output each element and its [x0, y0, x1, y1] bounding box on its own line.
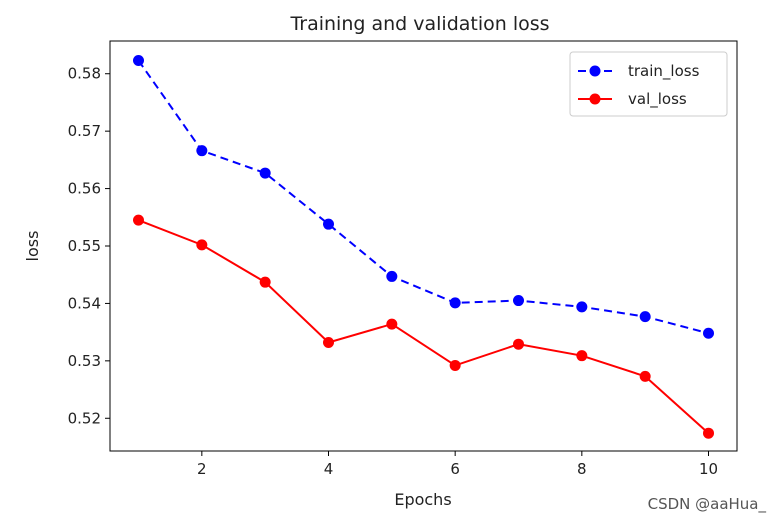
y-tick-label: 0.53 [68, 352, 101, 370]
data-point-val_loss [259, 276, 271, 288]
y-tick-label: 0.52 [68, 409, 101, 427]
legend-marker-train_loss [589, 65, 601, 77]
data-point-val_loss [196, 239, 208, 251]
y-tick-label: 0.57 [68, 122, 101, 140]
data-point-train_loss [576, 301, 588, 313]
legend-label-train_loss: train_loss [628, 62, 700, 81]
data-point-val_loss [386, 318, 398, 330]
x-tick-label: 6 [450, 460, 460, 478]
data-point-train_loss [703, 327, 714, 339]
series-line-val_loss [138, 219, 710, 434]
data-point-val_loss [449, 359, 461, 371]
data-point-train_loss [386, 270, 398, 282]
x-tick-label: 8 [577, 460, 587, 478]
data-point-train_loss [259, 167, 271, 179]
series-line-train_loss [137, 59, 709, 335]
y-axis-label: loss [23, 231, 42, 262]
chart-title: Training and validation loss [289, 13, 549, 35]
legend-marker-val_loss [589, 93, 601, 105]
y-tick-label: 0.56 [68, 180, 101, 198]
y-tick-label: 0.55 [68, 237, 101, 255]
x-tick-label: 10 [699, 460, 718, 478]
data-point-val_loss [703, 427, 714, 439]
data-point-train_loss [196, 145, 208, 157]
legend-label-val_loss: val_loss [628, 90, 687, 109]
legend: train_loss val_loss [569, 51, 728, 117]
watermark: CSDN @aaHua_ [647, 495, 766, 513]
y-tick-label: 0.54 [68, 294, 101, 312]
data-point-val_loss [513, 338, 524, 350]
x-tick-label: 2 [197, 460, 207, 478]
data-point-train_loss [323, 218, 334, 230]
data-point-train_loss [513, 295, 524, 307]
data-point-val_loss [639, 370, 651, 382]
data-point-val_loss [323, 336, 334, 348]
data-point-train_loss [449, 297, 461, 309]
x-axis-label: Epochs [394, 490, 451, 509]
data-point-train_loss [639, 311, 651, 323]
y-tick-label: 0.58 [68, 65, 101, 83]
data-point-train_loss [133, 55, 144, 67]
data-point-val_loss [133, 214, 144, 226]
x-tick-label: 4 [324, 460, 334, 478]
data-point-val_loss [576, 350, 588, 362]
